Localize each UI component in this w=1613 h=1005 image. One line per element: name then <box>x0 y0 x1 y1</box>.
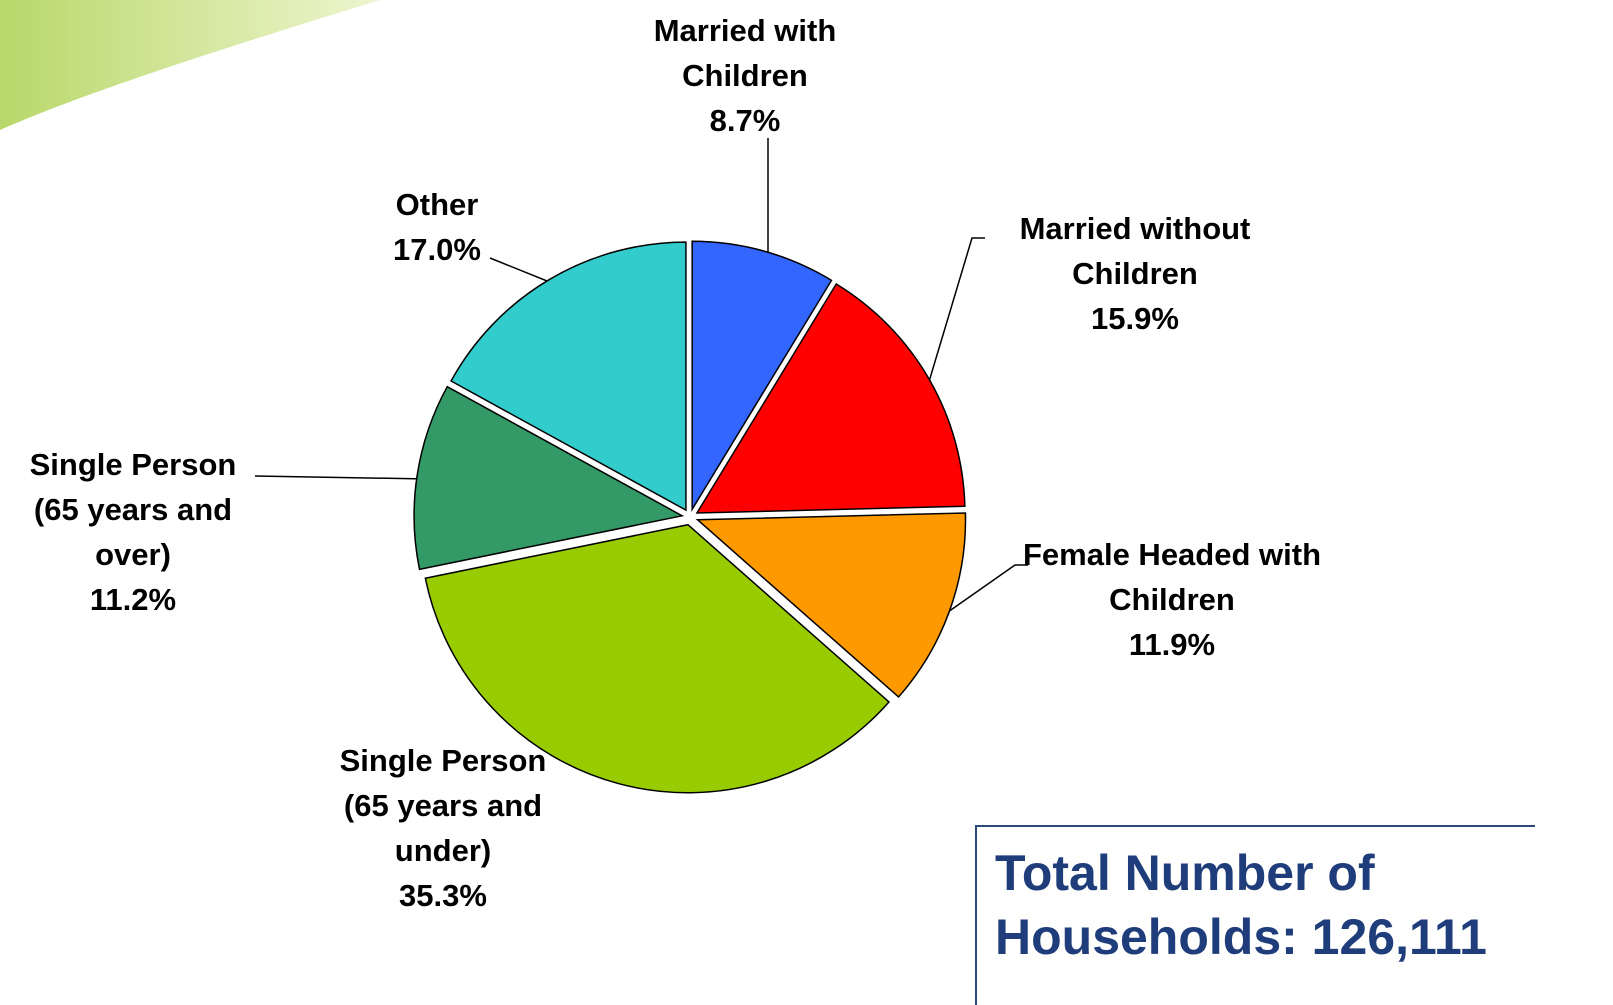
value-label: 17.0% <box>393 232 481 267</box>
pie-slice <box>450 241 687 512</box>
decor-swoosh <box>0 0 380 130</box>
category-label: Other <box>395 187 479 222</box>
category-label: Single Person (65 years and over) <box>29 447 237 572</box>
slice-label: Single Person (65 years and under) 35.3% <box>313 738 573 918</box>
pie-slice <box>424 523 891 794</box>
pie-slice <box>413 385 685 571</box>
pie-slice <box>695 512 967 699</box>
total-annotation: Total Number of Households: 126,111 <box>975 825 1535 1005</box>
pie-slice <box>691 240 833 512</box>
category-label: Female Headed with Children <box>1022 537 1322 617</box>
value-label: 11.2% <box>89 582 177 617</box>
slice-label: Other 17.0% <box>337 182 537 272</box>
slice-label: Married with Children 8.7% <box>620 8 870 143</box>
value-label: 11.9% <box>1128 627 1216 662</box>
value-label: 8.7% <box>709 103 781 138</box>
category-label: Married with Children <box>653 13 837 93</box>
value-label: 35.3% <box>399 878 487 913</box>
slice-label: Female Headed with Children 11.9% <box>1022 532 1322 667</box>
slice-label: Single Person (65 years and over) 11.2% <box>3 442 263 622</box>
category-label: Married without Children <box>1019 211 1251 291</box>
pie-slice <box>695 283 966 514</box>
slice-label: Married without Children 15.9% <box>980 206 1290 341</box>
leader-lines <box>254 138 1028 613</box>
value-label: 15.9% <box>1091 301 1179 336</box>
category-label: Single Person (65 years and under) <box>339 743 547 868</box>
